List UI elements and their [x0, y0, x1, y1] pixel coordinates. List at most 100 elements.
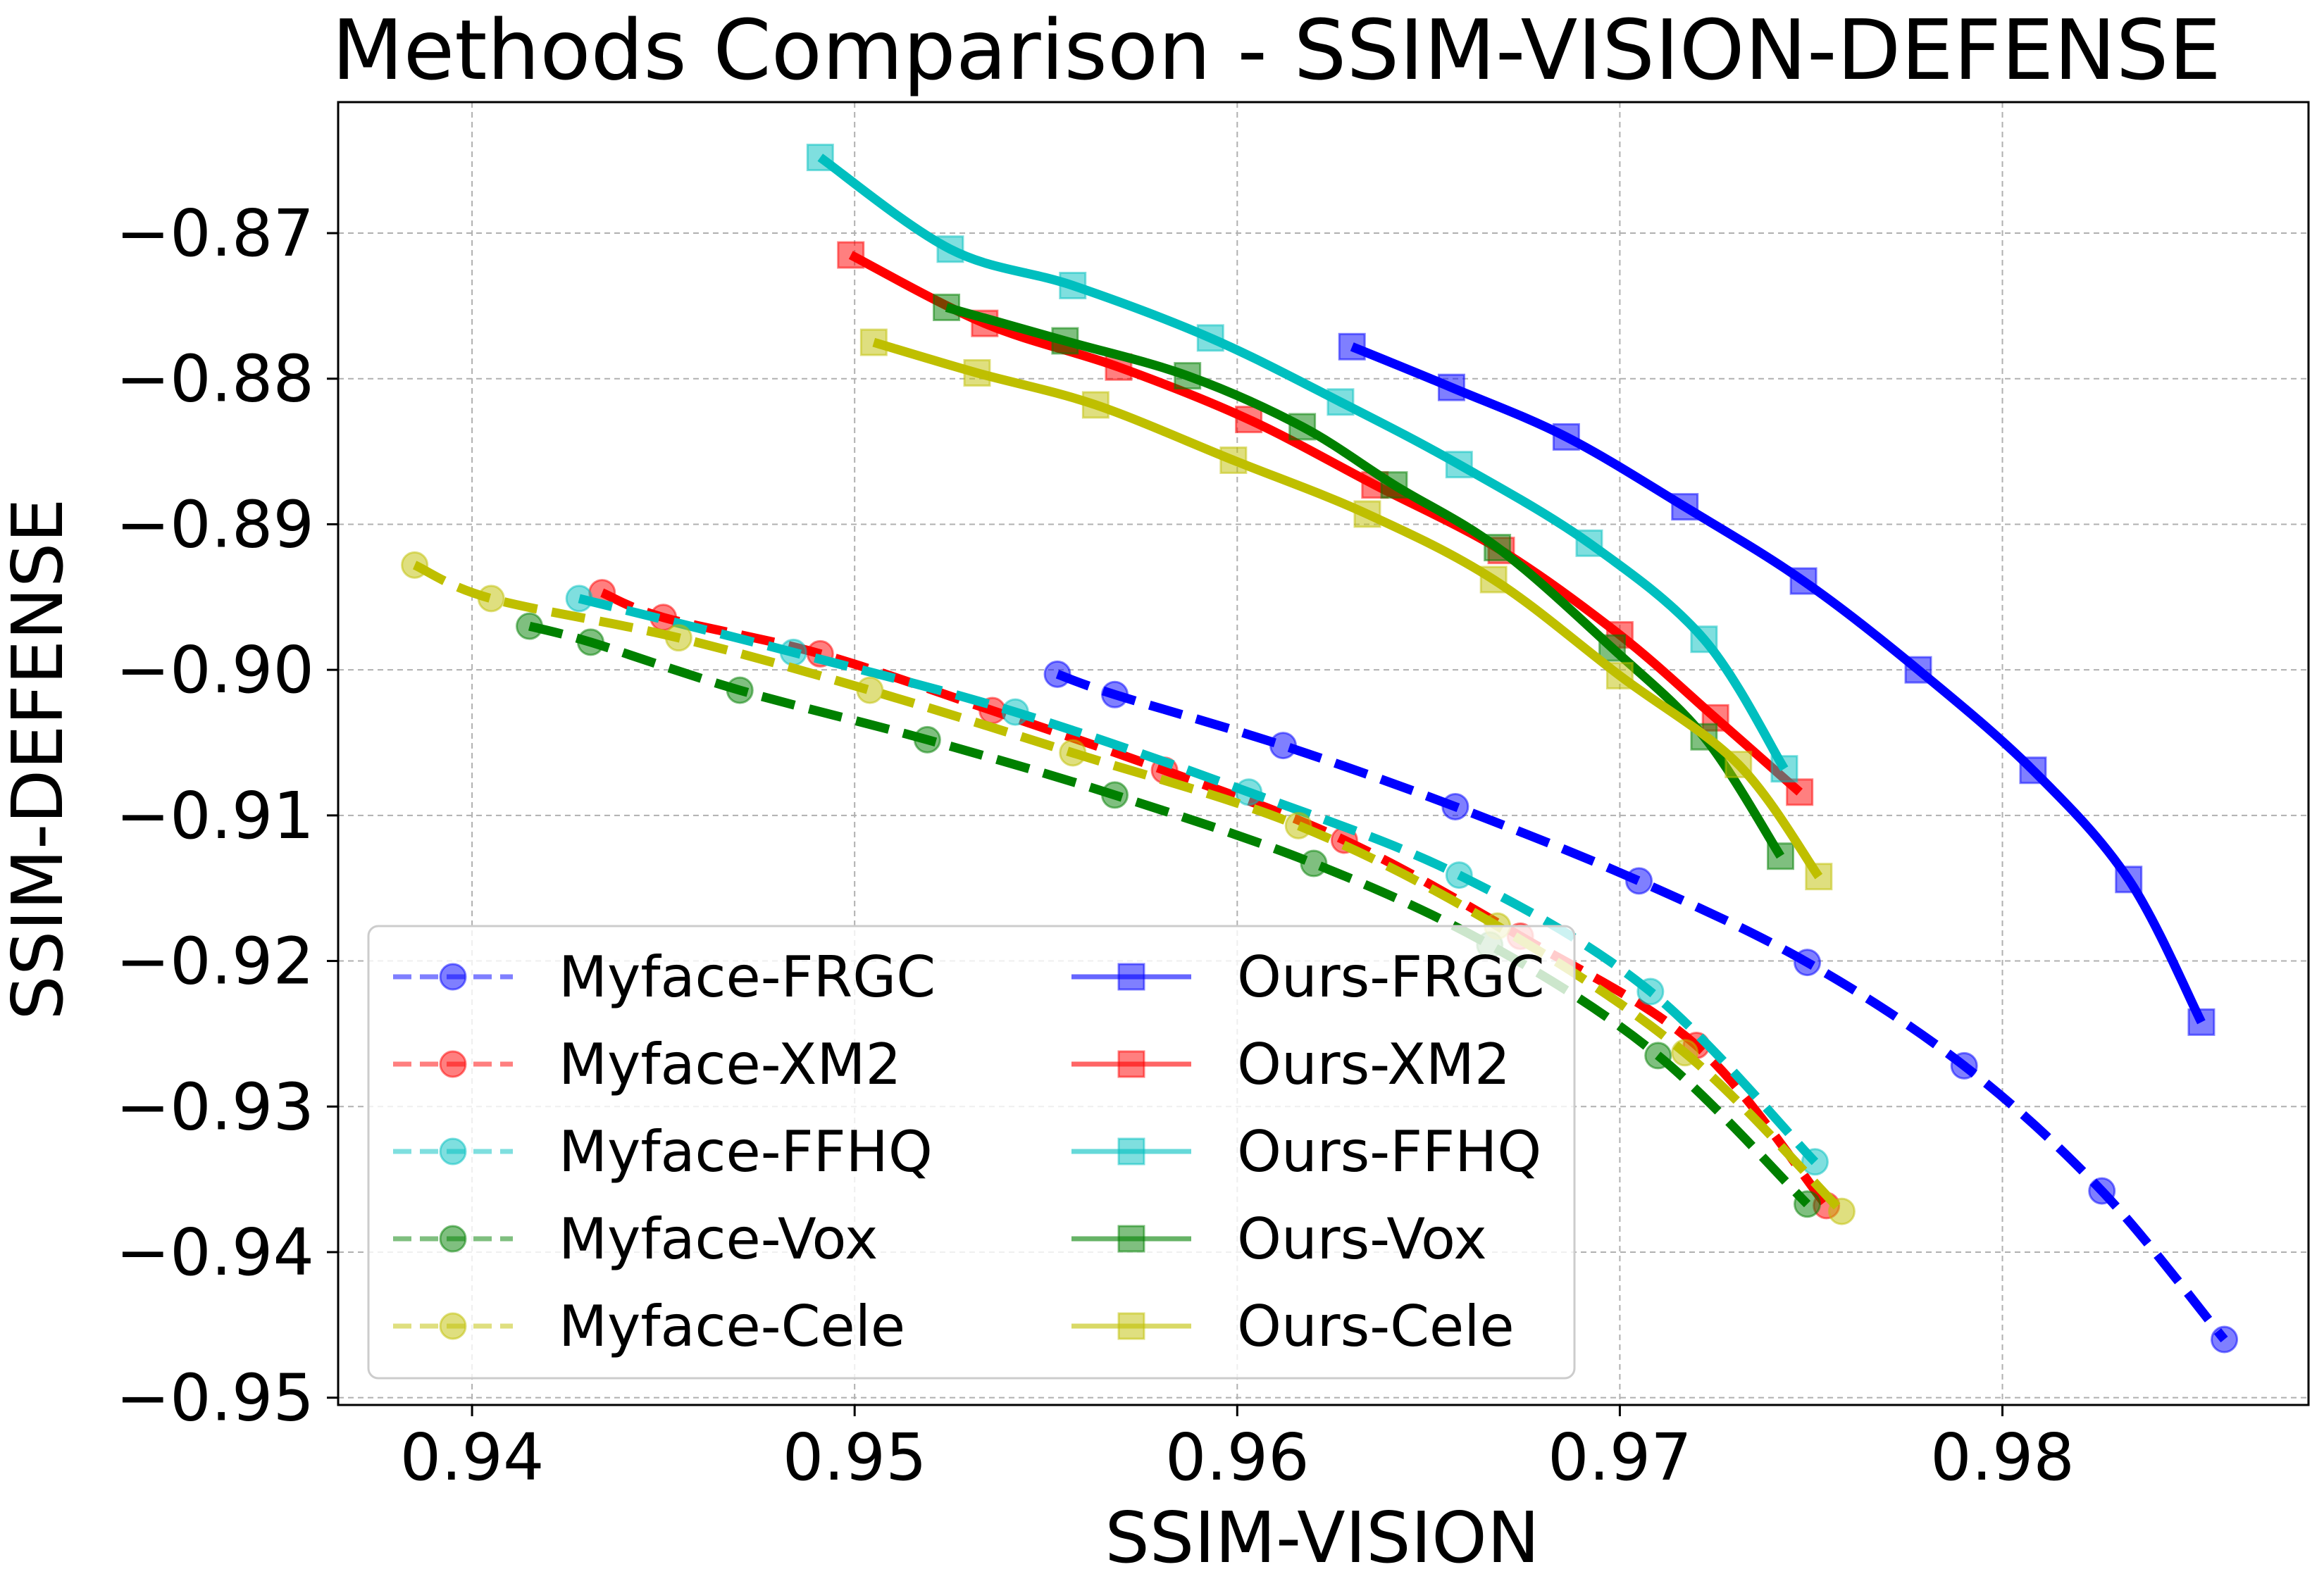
x-axis-label: SSIM-VISION: [1105, 1497, 1539, 1579]
data-point-ours-xm2: [837, 241, 865, 269]
legend-marker: [439, 1312, 467, 1340]
legend-label: Myface-XM2: [559, 1032, 901, 1097]
y-axis-label: SSIM-DEFENSE: [0, 498, 79, 1020]
x-tick-label: 0.94: [400, 1420, 545, 1495]
legend-marker: [1117, 1312, 1145, 1340]
data-point-myface-frgc: [1101, 680, 1129, 708]
data-point-ours-vox: [1767, 842, 1795, 870]
x-tick-label: 0.96: [1165, 1420, 1310, 1495]
data-point-ours-vox: [1598, 634, 1627, 662]
series-line-myface-vox: [528, 621, 1811, 1208]
data-point-myface-vox: [576, 628, 604, 656]
data-point-ours-ffhq: [1575, 529, 1603, 557]
data-point-ours-ffhq: [1326, 388, 1355, 416]
data-point-ours-ffhq: [936, 235, 964, 263]
data-point-myface-vox: [516, 612, 544, 640]
data-point-ours-frgc: [2187, 1008, 2216, 1036]
data-point-myface-vox: [913, 725, 941, 754]
data-point-myface-cele: [1284, 811, 1312, 839]
data-point-ours-vox: [1484, 534, 1512, 562]
series-myface-ffhq: [565, 585, 1829, 1176]
x-tick-label: 0.95: [783, 1420, 927, 1495]
series-ours-vox: [933, 293, 1795, 870]
data-point-myface-cele: [856, 676, 884, 704]
data-point-ours-cele: [1479, 566, 1508, 594]
legend-marker: [439, 1137, 467, 1166]
data-point-myface-ffhq: [1636, 977, 1665, 1006]
data-point-ours-vox: [933, 293, 961, 321]
legend-label: Ours-FFHQ: [1237, 1119, 1541, 1185]
data-point-myface-ffhq: [1001, 698, 1029, 726]
y-tick-label: −0.95: [116, 1361, 314, 1436]
legend-marker: [1117, 1050, 1145, 1078]
data-point-myface-frgc: [1794, 949, 1822, 977]
data-point-ours-ffhq: [1770, 755, 1798, 783]
data-point-ours-frgc: [1437, 373, 1465, 401]
data-point-myface-vox: [1300, 849, 1328, 877]
data-point-ours-ffhq: [1445, 451, 1473, 479]
legend-item-ours-vox: Ours-Vox: [1071, 1206, 1487, 1272]
data-point-myface-ffhq: [1235, 778, 1263, 806]
y-tick-label: −0.89: [116, 487, 314, 562]
data-point-ours-ffhq: [1059, 271, 1087, 299]
chart-title: Methods Comparison - SSIM-VISION-DEFENSE: [332, 1, 2221, 99]
series-layer: [401, 144, 2239, 1354]
data-point-myface-ffhq: [779, 638, 807, 666]
data-point-myface-ffhq: [1445, 861, 1473, 889]
series-ours-cele: [859, 328, 1833, 891]
legend-item-myface-cele: Myface-Cele: [393, 1294, 905, 1359]
data-point-ours-cele: [1353, 500, 1381, 528]
legend-label: Myface-Vox: [559, 1206, 878, 1272]
data-point-ours-ffhq: [1196, 324, 1224, 352]
data-point-ours-cele: [1081, 391, 1110, 419]
data-point-myface-frgc: [1043, 660, 1071, 688]
legend-item-myface-ffhq: Myface-FFHQ: [393, 1119, 933, 1185]
legend-marker: [1117, 1225, 1145, 1253]
x-tick-label: 0.97: [1548, 1420, 1692, 1495]
data-point-myface-ffhq: [565, 585, 593, 613]
data-point-ours-vox: [1051, 327, 1079, 355]
data-point-myface-cele: [664, 624, 692, 652]
legend-item-myface-frgc: Myface-FRGC: [393, 944, 936, 1010]
legend-item-ours-cele: Ours-Cele: [1071, 1294, 1515, 1359]
y-tick-label: −0.93: [116, 1069, 314, 1144]
data-point-ours-frgc: [1904, 656, 1932, 684]
data-point-ours-cele: [1219, 446, 1248, 474]
legend-marker: [439, 963, 467, 991]
y-tick-label: −0.88: [116, 342, 314, 417]
data-point-myface-cele: [1827, 1197, 1856, 1225]
y-tick-label: −0.94: [116, 1215, 314, 1290]
data-point-myface-vox: [1794, 1190, 1822, 1218]
data-point-ours-vox: [1380, 471, 1408, 499]
plot-frame: [337, 101, 2310, 1406]
data-point-ours-cele: [963, 358, 991, 387]
legend-item-myface-vox: Myface-Vox: [393, 1206, 878, 1272]
data-point-myface-cele: [1671, 1039, 1699, 1067]
series-line-myface-cele: [412, 561, 1846, 1215]
y-tick-label: −0.87: [116, 196, 314, 271]
data-point-ours-vox: [1288, 413, 1317, 441]
legend-label: Ours-Cele: [1237, 1294, 1515, 1359]
data-point-myface-frgc: [1950, 1051, 1978, 1080]
data-point-myface-ffhq: [1801, 1148, 1829, 1176]
data-point-myface-cele: [1059, 739, 1087, 767]
legend-label: Myface-FRGC: [559, 944, 936, 1010]
data-point-myface-cele: [401, 551, 429, 579]
data-point-ours-xm2: [1786, 778, 1814, 806]
data-point-ours-cele: [859, 328, 888, 356]
series-line-myface-xm2: [600, 588, 1830, 1208]
series-ours-ffhq: [806, 144, 1798, 783]
series-myface-frgc: [1043, 660, 2239, 1354]
legend-item-ours-frgc: Ours-FRGC: [1071, 944, 1545, 1010]
data-point-ours-cele: [1725, 751, 1753, 779]
legend: Myface-FRGC Myface-XM2 Myface-FFHQ Myface-V…: [367, 925, 1576, 1380]
series-ours-frgc: [1338, 332, 2216, 1036]
data-point-ours-frgc: [1671, 493, 1699, 521]
data-point-ours-frgc: [2115, 866, 2143, 894]
series-line-myface-frgc: [1055, 670, 2228, 1343]
y-tick-label: −0.90: [116, 632, 314, 708]
data-point-myface-cele: [477, 585, 505, 613]
legend-item-myface-xm2: Myface-XM2: [393, 1032, 901, 1097]
data-point-myface-frgc: [1269, 732, 1297, 760]
